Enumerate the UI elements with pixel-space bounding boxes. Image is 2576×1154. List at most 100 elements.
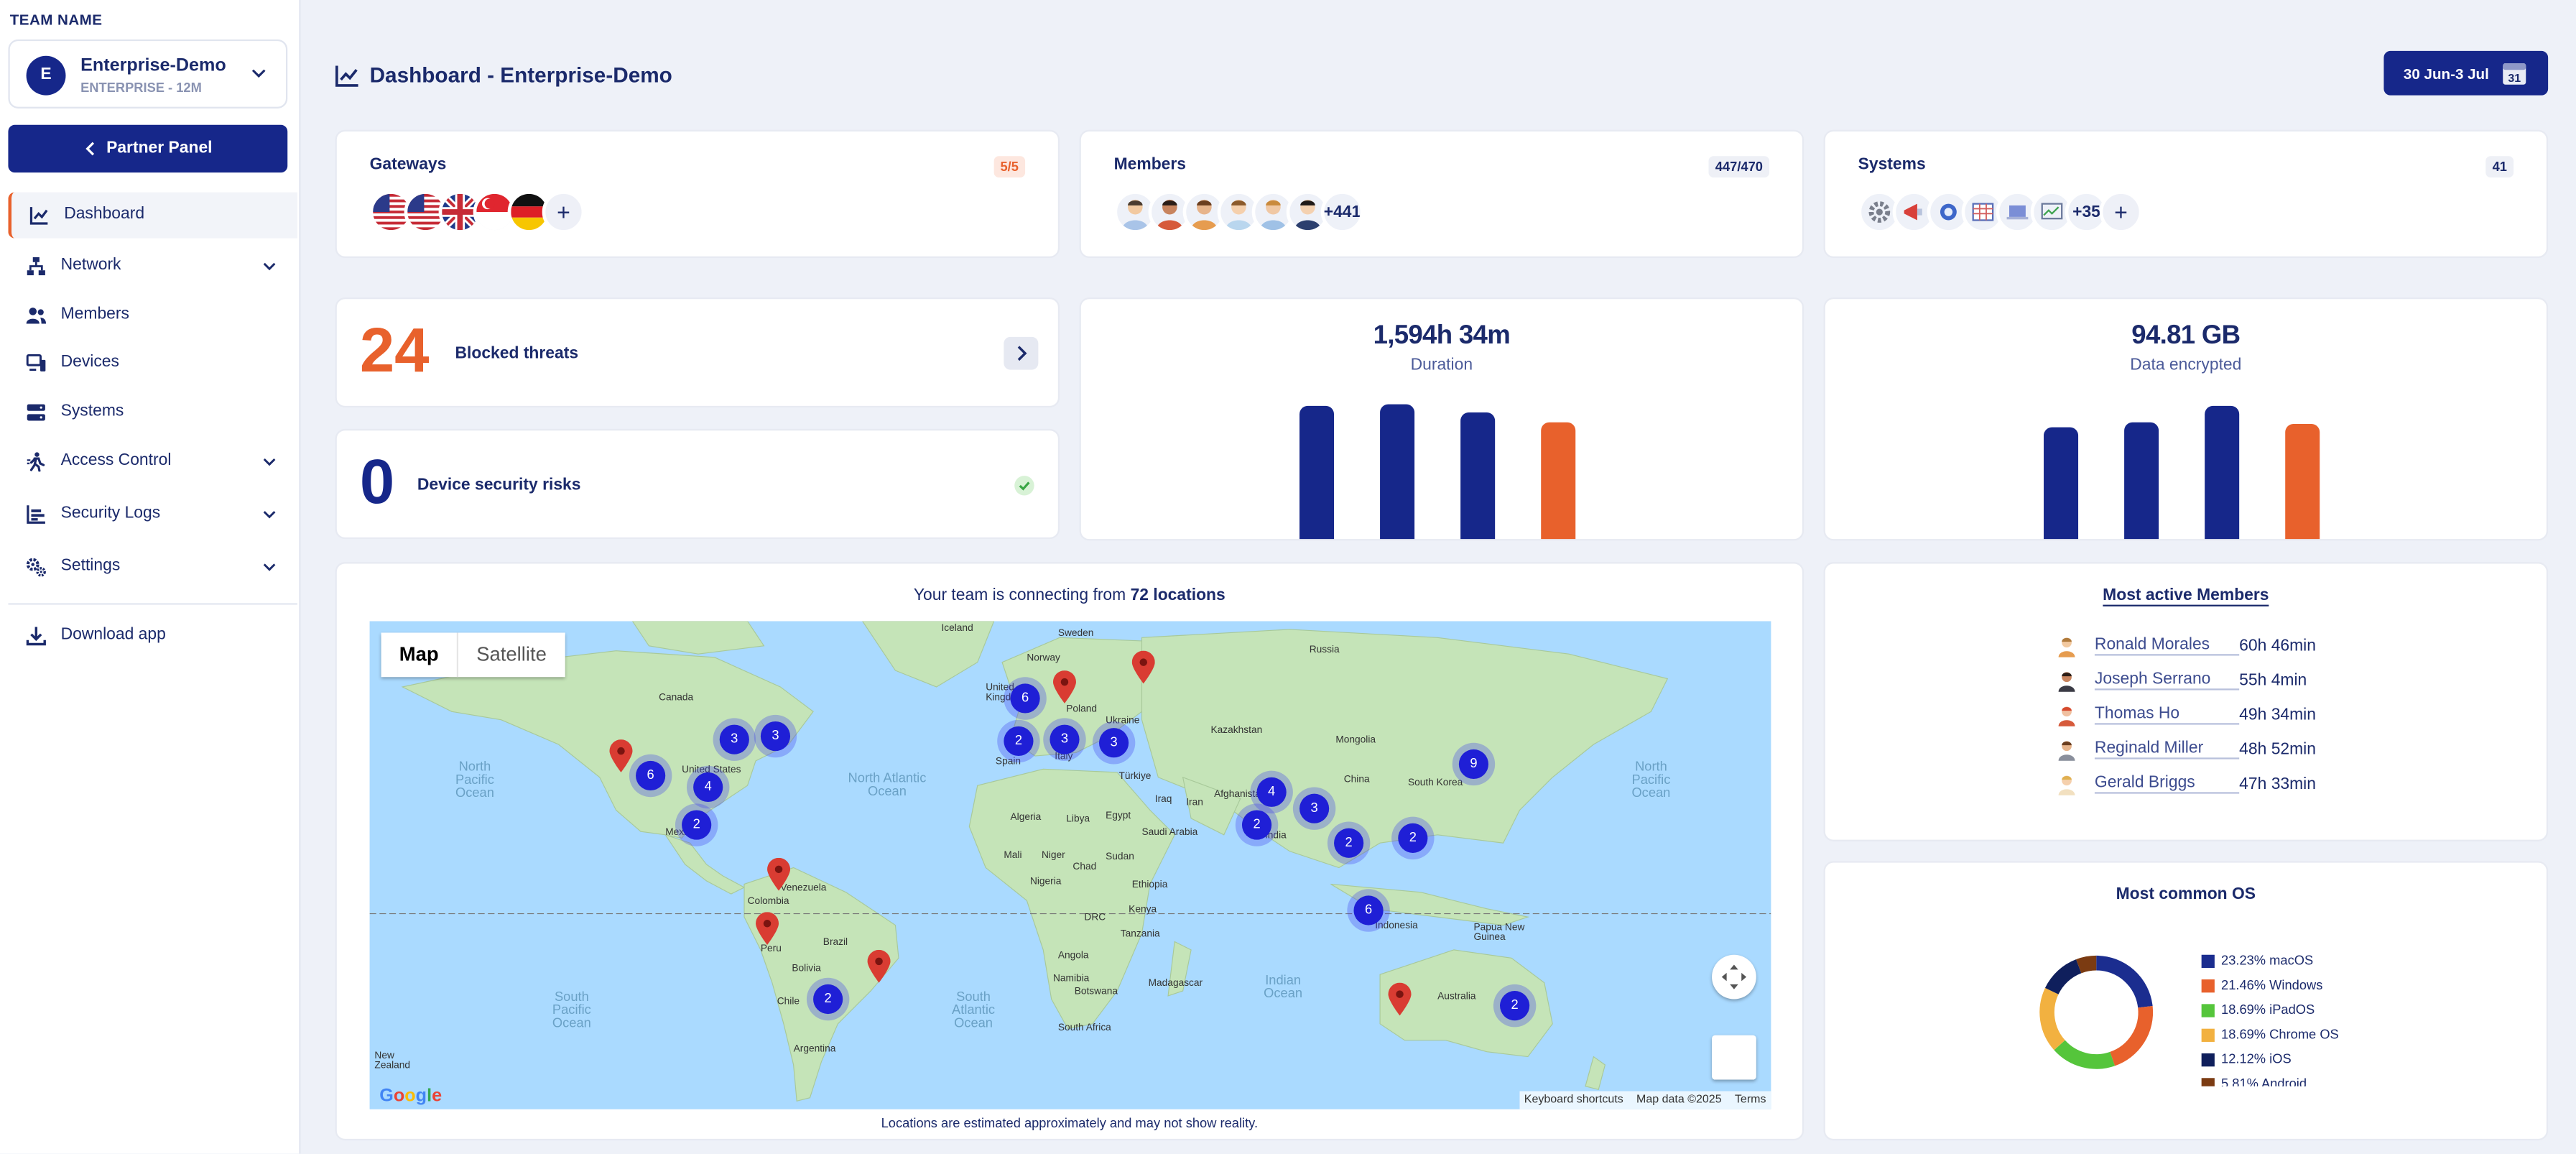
- map-street-view-button[interactable]: [1712, 1035, 1756, 1080]
- location-cluster[interactable]: 6: [636, 760, 666, 791]
- page-title-text: Dashboard - Enterprise-Demo: [369, 62, 672, 88]
- gateways-title: Gateways: [369, 156, 447, 175]
- blocked-threats-card[interactable]: 24 Blocked threats: [335, 297, 1060, 408]
- map-type-satellite[interactable]: Satellite: [456, 632, 565, 678]
- download-icon: [26, 627, 46, 646]
- location-cluster[interactable]: 3: [1050, 724, 1080, 754]
- most-active-members-title: Most active Members: [1825, 586, 2547, 606]
- google-logo: Google: [379, 1086, 443, 1107]
- team-selector[interactable]: E Enterprise-Demo ENTERPRISE - 12M: [8, 39, 288, 109]
- place-label: Iraq: [1154, 795, 1172, 806]
- map-type-toggle: Map Satellite: [381, 632, 565, 678]
- members-title: Members: [1113, 156, 1186, 175]
- network-icon: [27, 257, 45, 276]
- location-cluster[interactable]: 2: [1241, 810, 1272, 840]
- place-label: Sweden: [1057, 629, 1094, 640]
- active-member-row[interactable]: Reginald Miller 48h 52min: [2055, 737, 2316, 763]
- location-cluster[interactable]: 6: [1010, 683, 1040, 714]
- bar: [1299, 405, 1335, 540]
- members-overflow-count[interactable]: +441: [1320, 190, 1364, 234]
- sidebar-item-label: Devices: [60, 353, 119, 371]
- donut-slice: [2076, 955, 2097, 974]
- location-cluster[interactable]: 4: [1256, 777, 1287, 807]
- active-member-row[interactable]: Ronald Morales 60h 46min: [2055, 632, 2316, 659]
- most-active-members-title-text[interactable]: Most active Members: [2103, 586, 2269, 606]
- sidebar-item-label: Download app: [60, 626, 166, 645]
- place-label: China: [1343, 775, 1370, 786]
- location-pin-icon[interactable]: [1388, 982, 1412, 1016]
- active-member-row[interactable]: Joseph Serrano 55h 4min: [2055, 668, 2307, 694]
- location-pin-icon[interactable]: [867, 949, 891, 983]
- active-member-row[interactable]: Thomas Ho 49h 34min: [2055, 702, 2316, 729]
- location-pin-icon[interactable]: [767, 857, 791, 891]
- place-label: Spain: [995, 757, 1021, 768]
- add-system-button[interactable]: +: [2099, 190, 2143, 234]
- map-data-text: Map data ©2025: [1636, 1094, 1722, 1107]
- place-label: Colombia: [747, 897, 789, 908]
- location-cluster[interactable]: 3: [760, 721, 791, 752]
- gateways-count-badge: 5/5: [993, 156, 1026, 177]
- place-label: Chad: [1072, 862, 1097, 873]
- sidebar-item-download-app[interactable]: Download app: [8, 613, 297, 659]
- singapore-flag-icon[interactable]: [473, 190, 516, 234]
- chart-bar-icon: [27, 505, 45, 524]
- place-label: Papua New Guinea: [1473, 923, 1525, 943]
- sidebar-item-security-logs[interactable]: Security Logs: [8, 491, 297, 537]
- calendar-day-number: 31: [2508, 73, 2521, 85]
- location-cluster[interactable]: 2: [813, 984, 843, 1015]
- users-icon: [26, 308, 47, 324]
- date-range-label: 30 Jun-3 Jul: [2403, 65, 2489, 82]
- location-cluster[interactable]: 3: [1099, 728, 1129, 758]
- active-member-row[interactable]: Gerald Briggs 47h 33min: [2055, 771, 2316, 798]
- world-map[interactable]: North Pacific Ocean North Atlantic Ocean…: [369, 621, 1771, 1109]
- chevron-down-icon: [263, 262, 276, 271]
- sidebar-item-access-control[interactable]: Access Control: [8, 439, 297, 485]
- place-label: India: [1264, 831, 1287, 841]
- map-fullscreen-button[interactable]: [1712, 954, 1756, 1000]
- location-cluster[interactable]: 2: [1500, 991, 1530, 1021]
- sidebar-item-settings[interactable]: Settings: [8, 544, 297, 590]
- location-cluster[interactable]: 2: [1334, 828, 1364, 858]
- location-cluster[interactable]: 3: [719, 724, 749, 754]
- place-label: Venezuela: [780, 884, 827, 895]
- active-member-name: Ronald Morales: [2094, 636, 2240, 656]
- location-cluster[interactable]: 2: [682, 810, 712, 840]
- map-type-map[interactable]: Map: [399, 642, 439, 666]
- blocked-threats-open-button[interactable]: [1004, 336, 1039, 370]
- sidebar-item-dashboard[interactable]: Dashboard: [8, 192, 297, 239]
- sidebar-item-network[interactable]: Network: [8, 243, 297, 289]
- sidebar-item-systems[interactable]: Systems: [8, 389, 297, 435]
- chevron-left-icon: [85, 142, 94, 156]
- location-cluster[interactable]: 9: [1458, 749, 1489, 780]
- blocked-threats-label: Blocked threats: [455, 345, 579, 364]
- member-avatar[interactable]: [1148, 190, 1192, 234]
- donut-slice: [2109, 1006, 2154, 1066]
- location-pin-icon[interactable]: [1131, 650, 1155, 684]
- location-cluster[interactable]: 2: [1004, 726, 1034, 757]
- date-range-button[interactable]: 30 Jun-3 Jul 31: [2383, 50, 2549, 96]
- location-pin-icon[interactable]: [756, 912, 779, 946]
- add-gateway-button[interactable]: +: [542, 190, 585, 234]
- ocean-label: North Pacific Ocean: [1631, 759, 1671, 800]
- location-pin-icon[interactable]: [1052, 670, 1076, 703]
- members-card: Members 447/470 +441: [1079, 129, 1804, 259]
- terms-link[interactable]: Terms: [1734, 1094, 1766, 1107]
- sidebar-item-devices[interactable]: Devices: [8, 340, 297, 386]
- location-cluster[interactable]: 6: [1353, 895, 1384, 925]
- sidebar-item-members[interactable]: Members: [8, 292, 297, 338]
- location-cluster[interactable]: 4: [693, 772, 723, 803]
- gateways-card: Gateways 5/5 +: [335, 129, 1060, 259]
- bar: [1380, 404, 1415, 540]
- members-count-badge: 447/470: [1708, 156, 1770, 177]
- location-pin-icon[interactable]: [609, 739, 633, 772]
- partner-panel-button[interactable]: Partner Panel: [8, 124, 288, 173]
- location-cluster[interactable]: 3: [1299, 793, 1330, 823]
- page-title: Dashboard - Enterprise-Demo: [335, 63, 672, 87]
- team-label: TEAM NAME: [9, 11, 103, 28]
- active-member-time: 55h 4min: [2239, 671, 2307, 690]
- sidebar-item-label: Settings: [60, 557, 121, 576]
- legend-swatch: [2201, 1028, 2215, 1041]
- location-cluster[interactable]: 2: [1398, 823, 1428, 853]
- place-label: Türkiye: [1118, 772, 1152, 783]
- keyboard-shortcuts-link[interactable]: Keyboard shortcuts: [1524, 1094, 1623, 1107]
